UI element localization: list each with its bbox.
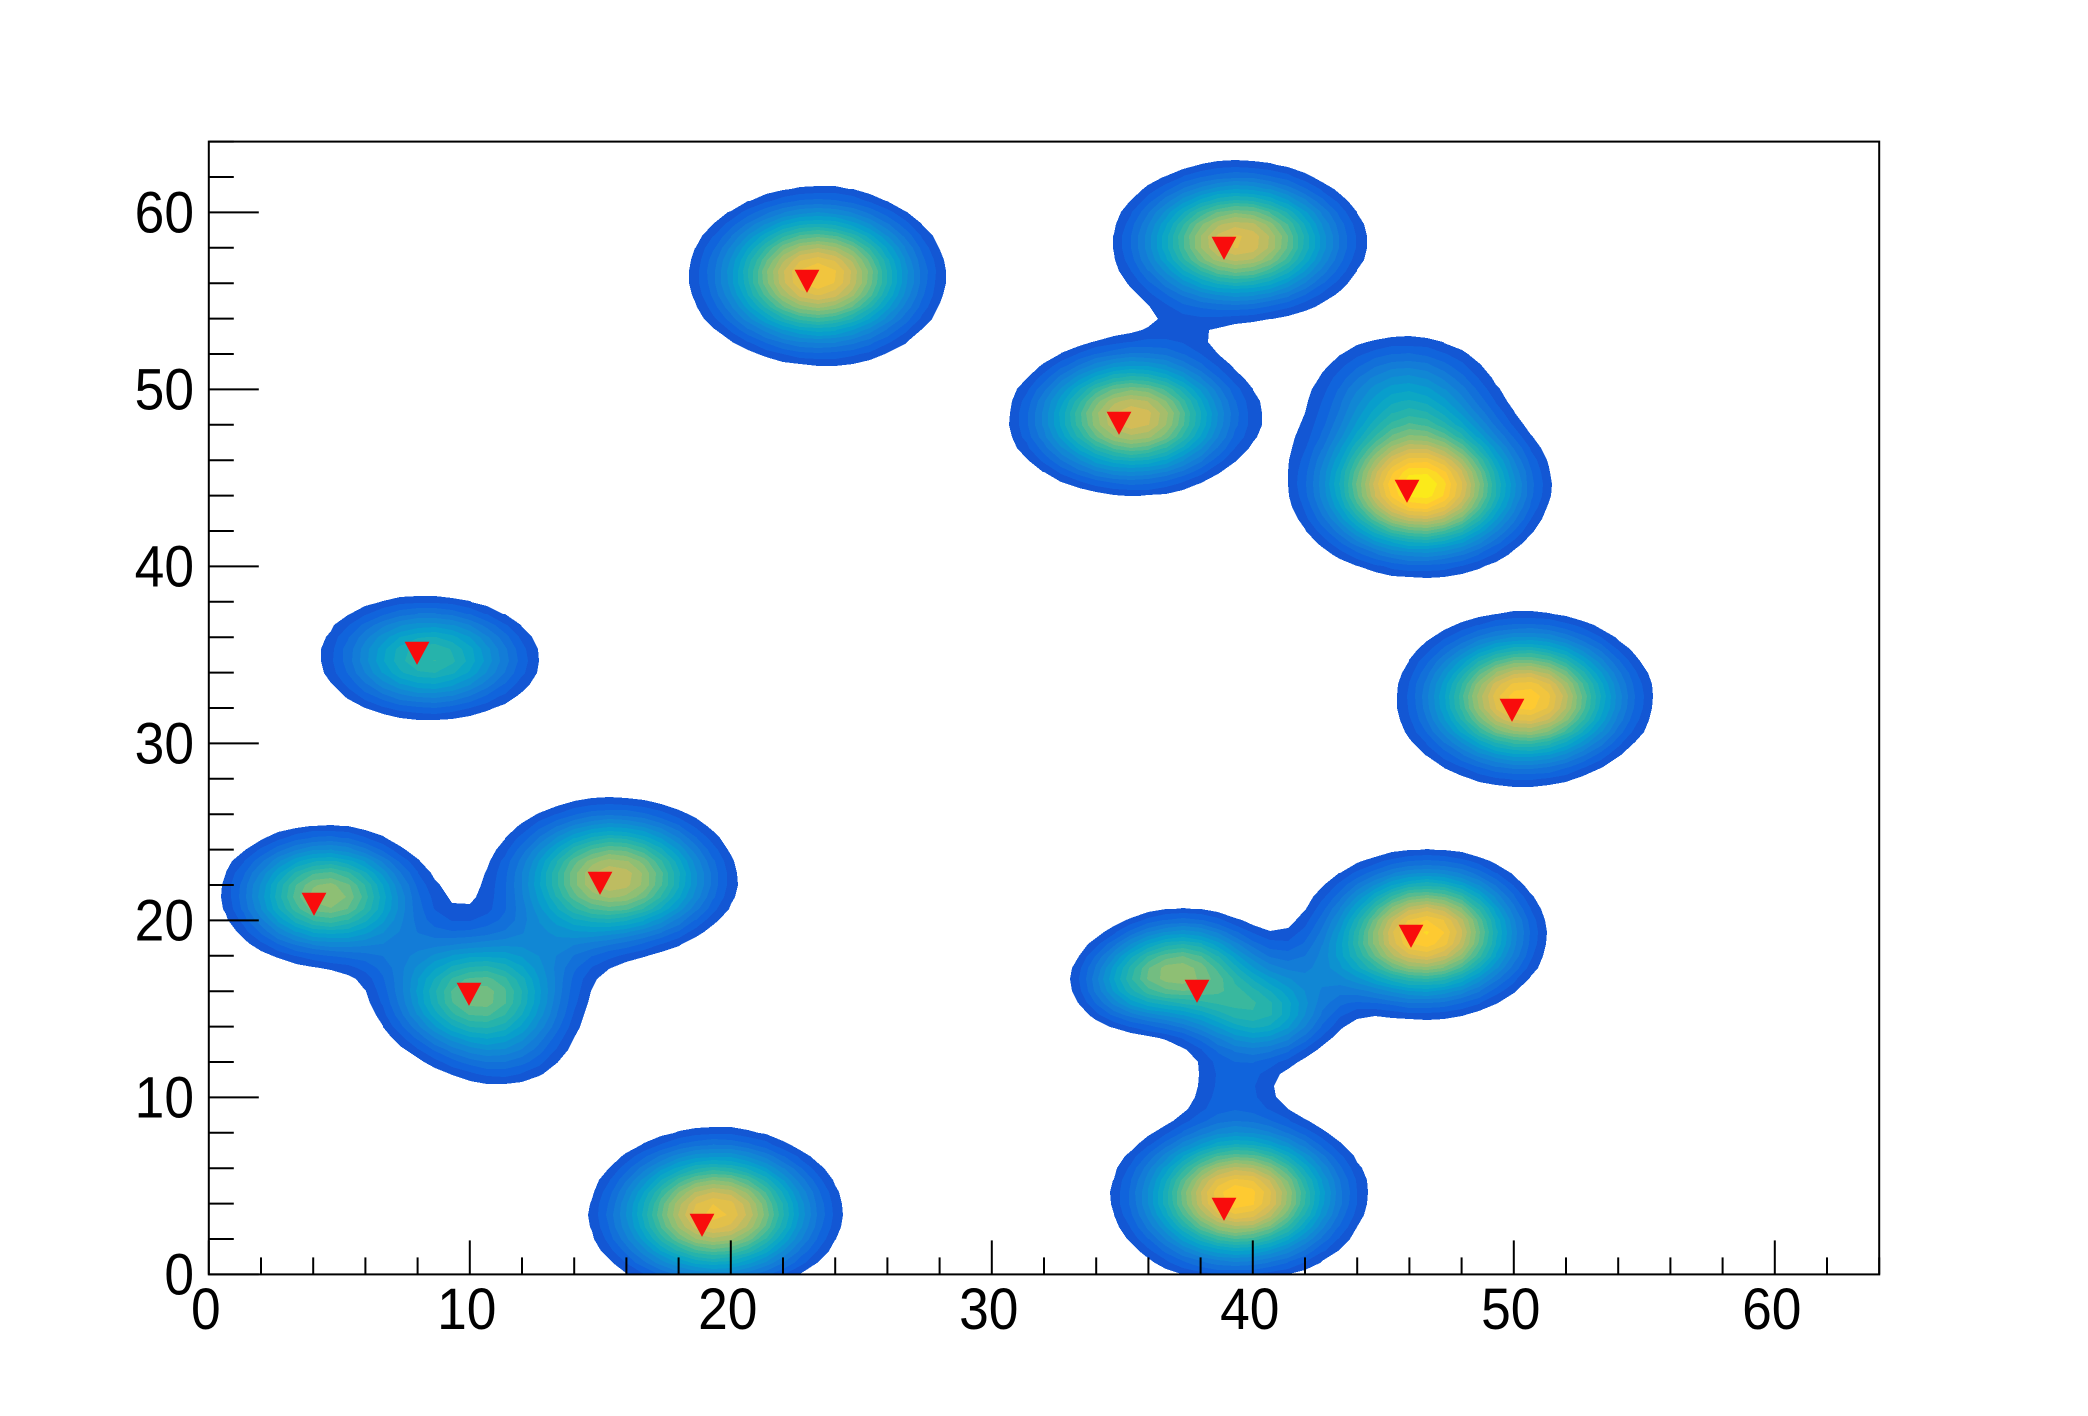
svg-text:50: 50	[135, 357, 194, 422]
svg-text:60: 60	[135, 180, 194, 245]
svg-text:50: 50	[1481, 1277, 1540, 1342]
svg-text:60: 60	[1742, 1277, 1801, 1342]
svg-text:20: 20	[698, 1277, 757, 1342]
svg-text:0: 0	[191, 1277, 221, 1342]
svg-text:20: 20	[135, 888, 194, 953]
svg-text:0: 0	[164, 1242, 194, 1307]
svg-text:30: 30	[959, 1277, 1018, 1342]
svg-text:30: 30	[135, 711, 194, 776]
svg-text:10: 10	[135, 1065, 194, 1130]
svg-text:10: 10	[437, 1277, 496, 1342]
svg-text:40: 40	[1220, 1277, 1279, 1342]
svg-text:40: 40	[135, 534, 194, 599]
